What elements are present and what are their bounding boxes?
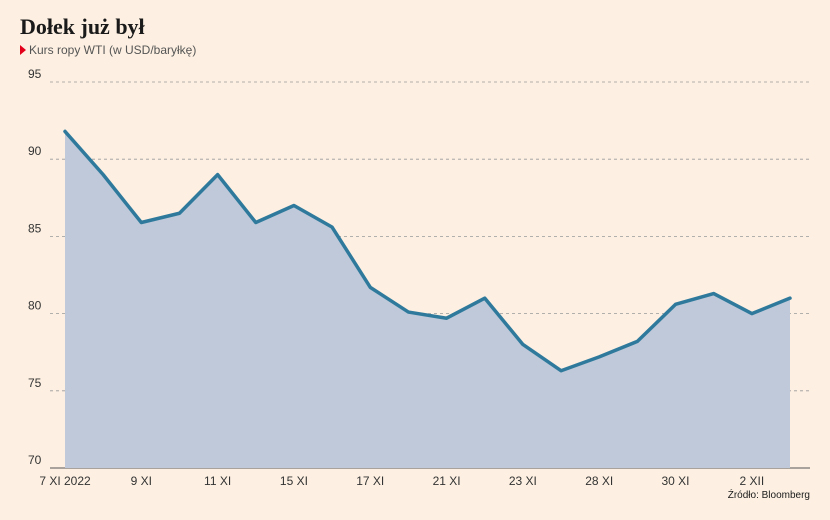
y-tick-label: 80 [28,299,42,313]
y-axis: 70 75 80 85 90 95 [28,67,42,467]
y-tick-label: 75 [28,376,42,390]
triangle-marker-icon [20,45,26,55]
x-tick-label: 23 XI [509,474,537,488]
x-tick-label: 7 XI 2022 [39,474,91,488]
area-fill [65,131,790,468]
x-axis: 7 XI 2022 9 XI 11 XI 15 XI 17 XI 21 XI 23 XI 28… [39,474,764,488]
chart-subtitle: Kurs ropy WTI (w USD/baryłkę) [20,43,196,57]
series-line [63,129,792,373]
chart-title: Dołek już był [20,14,145,39]
x-tick-label: 21 XI [433,474,461,488]
x-tick-label: 30 XI [662,474,690,488]
y-tick-label: 85 [28,221,42,235]
y-tick-label: 90 [28,144,42,158]
x-tick-label: 28 XI [585,474,613,488]
x-tick-label: 11 XI [204,474,231,488]
x-tick-label: 9 XI [131,474,152,488]
subtitle-text: Kurs ropy WTI (w USD/baryłkę) [29,43,197,57]
x-tick-label: 15 XI [280,474,308,488]
x-tick-label: 17 XI [356,474,384,488]
line-layer [63,129,792,373]
y-tick-label: 70 [28,453,42,467]
y-tick-label: 95 [28,67,42,81]
x-tick-label: 2 XII [739,474,764,488]
area-layer [65,131,790,468]
source-note: Źródło: Bloomberg [727,490,810,501]
